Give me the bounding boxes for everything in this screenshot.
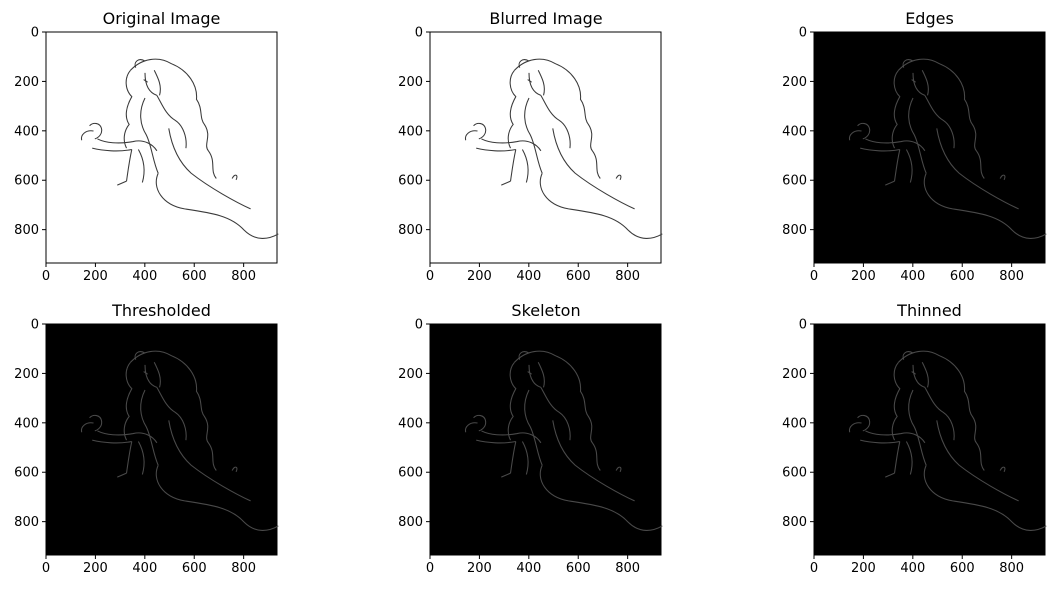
x-tick-label: 600	[566, 561, 591, 576]
y-tick-label: 400	[782, 124, 807, 139]
x-tick-label: 800	[231, 269, 256, 284]
y-tick-label: 200	[782, 367, 807, 382]
x-tick-label: 200	[851, 269, 876, 284]
y-tick-label: 800	[782, 223, 807, 238]
panel-title: Thresholded	[111, 301, 211, 320]
y-tick-label: 600	[782, 174, 807, 189]
x-tick-label: 400	[132, 561, 157, 576]
y-axis-ticks: 0 200 400 600 800	[782, 318, 814, 530]
x-axis-ticks: 0 200 400 600 800	[42, 555, 256, 576]
y-tick-label: 0	[799, 318, 807, 333]
y-tick-label: 200	[14, 367, 39, 382]
y-tick-label: 800	[398, 223, 423, 238]
y-tick-label: 600	[398, 174, 423, 189]
panel-title: Original Image	[103, 9, 221, 28]
y-axis-ticks: 0 200 400 600 800	[398, 26, 430, 238]
y-tick-label: 600	[398, 466, 423, 481]
x-tick-label: 800	[615, 269, 640, 284]
y-tick-label: 400	[14, 124, 39, 139]
x-tick-label: 0	[810, 269, 818, 284]
y-tick-label: 200	[398, 367, 423, 382]
x-tick-label: 400	[516, 269, 541, 284]
y-tick-label: 0	[799, 26, 807, 41]
y-axis-ticks: 0 200 400 600 800	[782, 26, 814, 238]
x-axis-ticks: 0 200 400 600 800	[810, 555, 1024, 576]
y-tick-label: 600	[14, 466, 39, 481]
y-tick-label: 200	[14, 75, 39, 90]
x-tick-label: 600	[182, 561, 207, 576]
x-tick-label: 0	[42, 269, 50, 284]
y-tick-label: 400	[782, 416, 807, 431]
panel-title: Blurred Image	[489, 9, 602, 28]
y-axis-ticks: 0 200 400 600 800	[398, 318, 430, 530]
panel-edges: Edges 0 200 400 600 800 0 200 400 600 800	[782, 9, 1047, 284]
x-axis-ticks: 0 200 400 600 800	[426, 263, 640, 284]
y-tick-label: 800	[782, 515, 807, 530]
y-tick-label: 400	[14, 416, 39, 431]
x-tick-label: 200	[467, 269, 492, 284]
x-tick-label: 0	[426, 269, 434, 284]
x-tick-label: 800	[999, 561, 1024, 576]
x-tick-label: 600	[950, 561, 975, 576]
y-axis-ticks: 0 200 400 600 800	[14, 318, 46, 530]
y-tick-label: 800	[14, 515, 39, 530]
y-tick-label: 0	[31, 318, 39, 333]
y-tick-label: 200	[398, 75, 423, 90]
y-tick-label: 800	[398, 515, 423, 530]
x-tick-label: 600	[182, 269, 207, 284]
x-tick-label: 600	[566, 269, 591, 284]
y-tick-label: 200	[782, 75, 807, 90]
y-tick-label: 400	[398, 416, 423, 431]
panel-thresholded: Thresholded 0 200 400 600 800 0 200 400 600 800	[14, 301, 279, 576]
x-tick-label: 200	[851, 561, 876, 576]
y-axis-ticks: 0 200 400 600 800	[14, 26, 46, 238]
x-tick-label: 200	[467, 561, 492, 576]
y-tick-label: 0	[31, 26, 39, 41]
y-tick-label: 0	[415, 318, 423, 333]
panel-skeleton: Skeleton 0 200 400 600 800 0 200 400 600 800	[398, 301, 663, 576]
x-tick-label: 400	[516, 561, 541, 576]
x-axis-ticks: 0 200 400 600 800	[426, 555, 640, 576]
x-tick-label: 800	[999, 269, 1024, 284]
y-tick-label: 600	[782, 466, 807, 481]
panel-title: Edges	[905, 9, 954, 28]
y-tick-label: 600	[14, 174, 39, 189]
x-axis-ticks: 0 200 400 600 800	[810, 263, 1024, 284]
y-tick-label: 0	[415, 26, 423, 41]
panel-original-image: Original Image 0 200 400 600 800 0 200 400 600 8…	[14, 9, 279, 284]
x-tick-label: 800	[231, 561, 256, 576]
panel-title: Thinned	[896, 301, 962, 320]
x-tick-label: 0	[810, 561, 818, 576]
x-tick-label: 0	[42, 561, 50, 576]
x-axis-ticks: 0 200 400 600 800	[42, 263, 256, 284]
x-tick-label: 200	[83, 561, 108, 576]
y-tick-label: 800	[14, 223, 39, 238]
x-tick-label: 200	[83, 269, 108, 284]
x-tick-label: 800	[615, 561, 640, 576]
panel-title: Skeleton	[511, 301, 580, 320]
panel-thinned: Thinned 0 200 400 600 800 0 200 400 600 800	[782, 301, 1047, 576]
x-tick-label: 400	[900, 561, 925, 576]
image-area	[429, 31, 662, 264]
x-tick-label: 400	[132, 269, 157, 284]
x-tick-label: 600	[950, 269, 975, 284]
x-tick-label: 400	[900, 269, 925, 284]
x-tick-label: 0	[426, 561, 434, 576]
y-tick-label: 400	[398, 124, 423, 139]
panel-blurred-image: Blurred Image 0 200 400 600 800 0 200 400 600 80…	[398, 9, 663, 284]
